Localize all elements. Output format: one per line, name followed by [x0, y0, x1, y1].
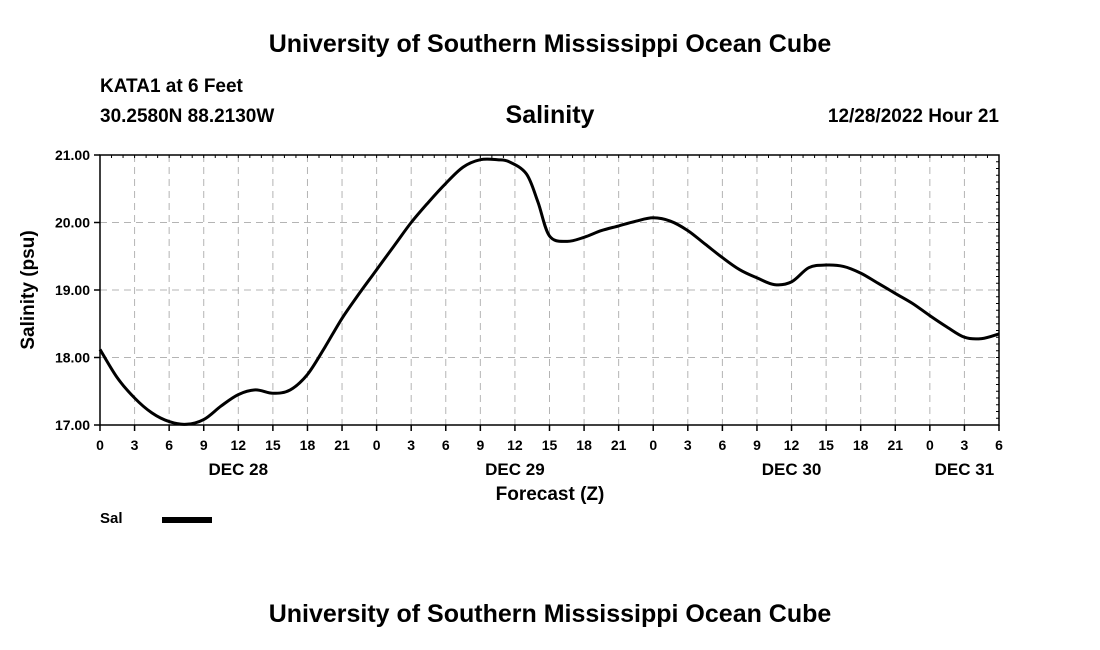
date-label: DEC 30 — [762, 460, 822, 479]
y-tick-label: 21.00 — [55, 147, 90, 163]
legend-label: Sal — [100, 510, 123, 527]
x-tick-label: 6 — [442, 437, 450, 453]
x-tick-label: 0 — [373, 437, 381, 453]
x-tick-label: 18 — [853, 437, 869, 453]
plot-frame — [99, 154, 1000, 426]
x-axis-label: Forecast (Z) — [496, 484, 605, 505]
x-tick-label: 0 — [96, 437, 104, 453]
x-tick-label: 18 — [300, 437, 316, 453]
date-label: DEC 28 — [209, 460, 269, 479]
x-tick-label: 6 — [165, 437, 173, 453]
chart-axes: 17.00 18.00 19.00 20.00 21.00 0 3 6 9 12 15 18 21 0 3 6… — [55, 147, 1003, 479]
y-tick-label: 19.00 — [55, 282, 90, 298]
grid-lines — [100, 155, 999, 425]
y-axis-label: Salinity (psu) — [18, 230, 39, 349]
x-tick-label: 3 — [407, 437, 415, 453]
x-tick-label: 0 — [926, 437, 934, 453]
x-tick-label: 3 — [961, 437, 969, 453]
series-layer — [98, 157, 1000, 426]
x-tick-label: 6 — [718, 437, 726, 453]
x-tick-label: 15 — [542, 437, 558, 453]
page-title: University of Southern Mississippi Ocean… — [268, 30, 832, 58]
legend-line-swatch — [162, 517, 212, 523]
y-tick-label: 18.00 — [55, 350, 90, 366]
x-tick-label: 12 — [784, 437, 800, 453]
x-tick-label: 9 — [753, 437, 761, 453]
x-tick-label: 15 — [818, 437, 834, 453]
forecast-datetime: 12/28/2022 Hour 21 — [827, 106, 999, 127]
x-tick-label: 9 — [476, 437, 484, 453]
x-tick-label: 18 — [576, 437, 592, 453]
station-label: KATA1 at 6 Feet — [100, 76, 243, 97]
x-tick-label: 6 — [995, 437, 1003, 453]
chart-title: Salinity — [505, 101, 595, 129]
x-tick-label: 3 — [131, 437, 139, 453]
salinity-series-line — [98, 157, 1000, 426]
x-tick-label: 21 — [334, 437, 350, 453]
x-tick-label: 12 — [507, 437, 523, 453]
x-tick-label: 0 — [649, 437, 657, 453]
date-label: DEC 31 — [935, 460, 995, 479]
x-tick-label: 12 — [231, 437, 247, 453]
footer-title: University of Southern Mississippi Ocean… — [268, 600, 832, 628]
x-tick-label: 21 — [887, 437, 903, 453]
coordinates-label: 30.2580N 88.2130W — [100, 106, 275, 127]
x-tick-label: 15 — [265, 437, 281, 453]
date-label: DEC 29 — [485, 460, 545, 479]
y-tick-label: 17.00 — [55, 417, 90, 433]
x-tick-label: 21 — [611, 437, 627, 453]
y-tick-label: 20.00 — [55, 215, 90, 231]
x-tick-label: 3 — [684, 437, 692, 453]
x-tick-label: 9 — [200, 437, 208, 453]
